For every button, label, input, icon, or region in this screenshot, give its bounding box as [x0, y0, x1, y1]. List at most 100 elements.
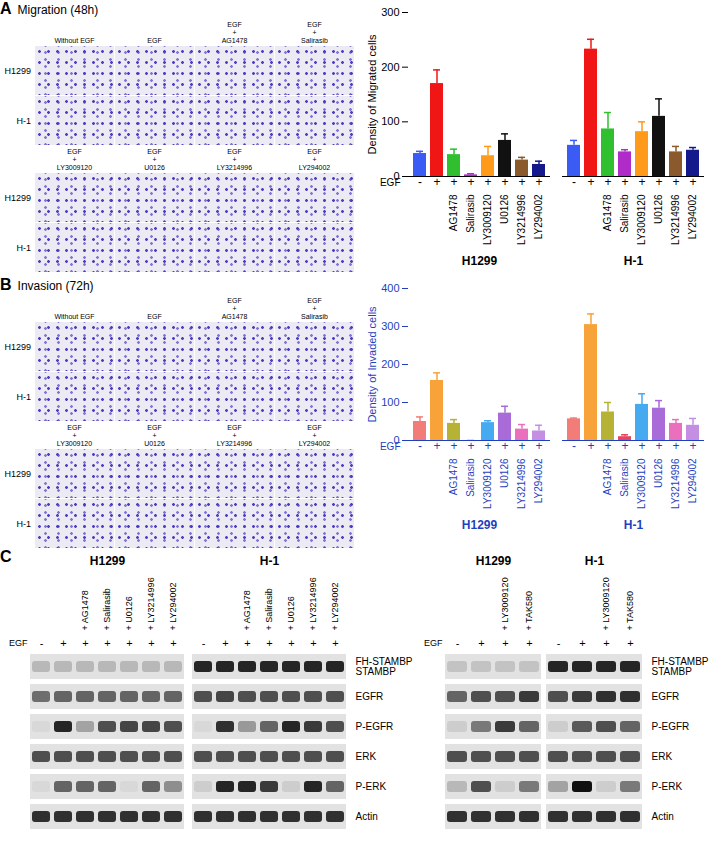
svg-text:LY294002: LY294002: [533, 458, 544, 503]
svg-text:+ TAK580: + TAK580: [524, 591, 534, 630]
svg-text:Actin: Actin: [356, 811, 378, 822]
svg-text:U0126: U0126: [653, 458, 664, 488]
svg-text:H1299: H1299: [462, 254, 498, 268]
svg-text:P-ERK: P-ERK: [356, 781, 387, 792]
svg-text:LY3214996: LY3214996: [516, 194, 527, 245]
svg-text:EGF: EGF: [9, 638, 28, 648]
svg-text:-: -: [557, 637, 561, 649]
svg-text:LY3009120: LY3009120: [636, 458, 647, 509]
svg-text:+: +: [501, 175, 508, 189]
svg-text:+: +: [672, 175, 679, 189]
svg-text:+: +: [501, 439, 508, 453]
svg-text:+ Salirasib: + Salirasib: [264, 588, 274, 630]
svg-text:P-ERK: P-ERK: [652, 781, 683, 792]
svg-text:+: +: [478, 637, 484, 649]
svg-text:AG1478: AG1478: [448, 458, 459, 495]
svg-text:LY3214996: LY3214996: [670, 458, 681, 509]
svg-text:H-1: H-1: [624, 254, 644, 268]
svg-text:+ LY3214996: + LY3214996: [308, 577, 318, 630]
svg-text:300: 300: [381, 6, 399, 18]
svg-text:Salirasib: Salirasib: [465, 458, 476, 497]
svg-text:+ LY3009120: + LY3009120: [601, 577, 611, 630]
svg-text:+: +: [655, 439, 662, 453]
svg-text:U0126: U0126: [653, 194, 664, 224]
svg-text:-: -: [572, 175, 576, 189]
svg-text:AG1478: AG1478: [602, 458, 613, 495]
svg-text:-: -: [40, 637, 44, 649]
svg-text:300: 300: [381, 320, 399, 332]
svg-text:+: +: [266, 637, 272, 649]
svg-text:+ LY3214996: + LY3214996: [146, 577, 156, 630]
svg-text:+: +: [526, 637, 532, 649]
svg-text:+: +: [60, 637, 66, 649]
svg-text:FH-STAMBPSTAMBP: FH-STAMBPSTAMBP: [356, 656, 413, 677]
svg-text:+: +: [518, 175, 525, 189]
svg-text:+ LY3009120: + LY3009120: [500, 577, 510, 630]
svg-text:-: -: [418, 175, 422, 189]
svg-text:+: +: [148, 637, 154, 649]
svg-text:H-1: H-1: [585, 554, 605, 568]
svg-text:+: +: [502, 637, 508, 649]
svg-text:+: +: [604, 175, 611, 189]
svg-text:Salirasib: Salirasib: [619, 194, 630, 233]
svg-text:+: +: [484, 175, 491, 189]
svg-text:+: +: [621, 439, 628, 453]
svg-text:-: -: [456, 637, 460, 649]
svg-text:+: +: [655, 175, 662, 189]
svg-text:EGF: EGF: [380, 177, 401, 188]
svg-text:+: +: [433, 175, 440, 189]
svg-text:P-EGFR: P-EGFR: [356, 721, 394, 732]
svg-text:+: +: [450, 439, 457, 453]
svg-text:Salirasib: Salirasib: [465, 194, 476, 233]
svg-text:-: -: [418, 439, 422, 453]
svg-text:+: +: [288, 637, 294, 649]
svg-text:+: +: [484, 439, 491, 453]
svg-text:400: 400: [381, 282, 399, 294]
svg-text:U0126: U0126: [499, 458, 510, 488]
svg-text:LY294002: LY294002: [687, 458, 698, 503]
svg-text:+ AG1478: + AG1478: [80, 590, 90, 630]
svg-text:+: +: [535, 175, 542, 189]
svg-text:+ LY294002: + LY294002: [168, 582, 178, 630]
svg-text:-: -: [202, 637, 206, 649]
svg-text:100: 100: [381, 115, 399, 127]
svg-text:+: +: [104, 637, 110, 649]
svg-text:+: +: [638, 439, 645, 453]
svg-text:+: +: [638, 175, 645, 189]
svg-text:H1299: H1299: [476, 554, 512, 568]
svg-text:+ LY294002: + LY294002: [330, 582, 340, 630]
svg-text:+ AG1478: + AG1478: [242, 590, 252, 630]
svg-text:LY294002: LY294002: [687, 194, 698, 239]
svg-text:H-1: H-1: [624, 518, 644, 532]
svg-text:ERK: ERK: [356, 751, 377, 762]
svg-text:EGFR: EGFR: [356, 691, 384, 702]
svg-text:EGFR: EGFR: [652, 691, 680, 702]
svg-text:+ U0126: + U0126: [124, 596, 134, 630]
svg-text:+: +: [621, 175, 628, 189]
svg-text:LY3009120: LY3009120: [482, 458, 493, 509]
svg-text:AG1478: AG1478: [602, 194, 613, 231]
svg-text:+: +: [535, 439, 542, 453]
svg-text:EGF: EGF: [424, 638, 443, 648]
svg-text:+: +: [587, 175, 594, 189]
svg-text:LY3214996: LY3214996: [670, 194, 681, 245]
svg-text:+: +: [450, 175, 457, 189]
svg-text:EGF: EGF: [380, 441, 401, 452]
svg-text:+: +: [433, 439, 440, 453]
svg-text:AG1478: AG1478: [448, 194, 459, 231]
svg-text:H1299: H1299: [90, 554, 126, 568]
svg-text:+: +: [518, 439, 525, 453]
svg-text:Density of Invaded cells: Density of Invaded cells: [366, 306, 378, 423]
svg-text:+: +: [170, 637, 176, 649]
svg-text:+: +: [689, 439, 696, 453]
svg-text:100: 100: [381, 396, 399, 408]
svg-text:LY3009120: LY3009120: [636, 194, 647, 245]
svg-text:200: 200: [381, 358, 399, 370]
svg-text:+: +: [467, 175, 474, 189]
svg-text:200: 200: [381, 61, 399, 73]
svg-text:H-1: H-1: [260, 554, 280, 568]
svg-text:FH-STAMBPSTAMBP: FH-STAMBPSTAMBP: [652, 656, 709, 677]
svg-text:+: +: [689, 175, 696, 189]
svg-text:Density of Migrated cells: Density of Migrated cells: [366, 34, 378, 154]
svg-text:+: +: [310, 637, 316, 649]
